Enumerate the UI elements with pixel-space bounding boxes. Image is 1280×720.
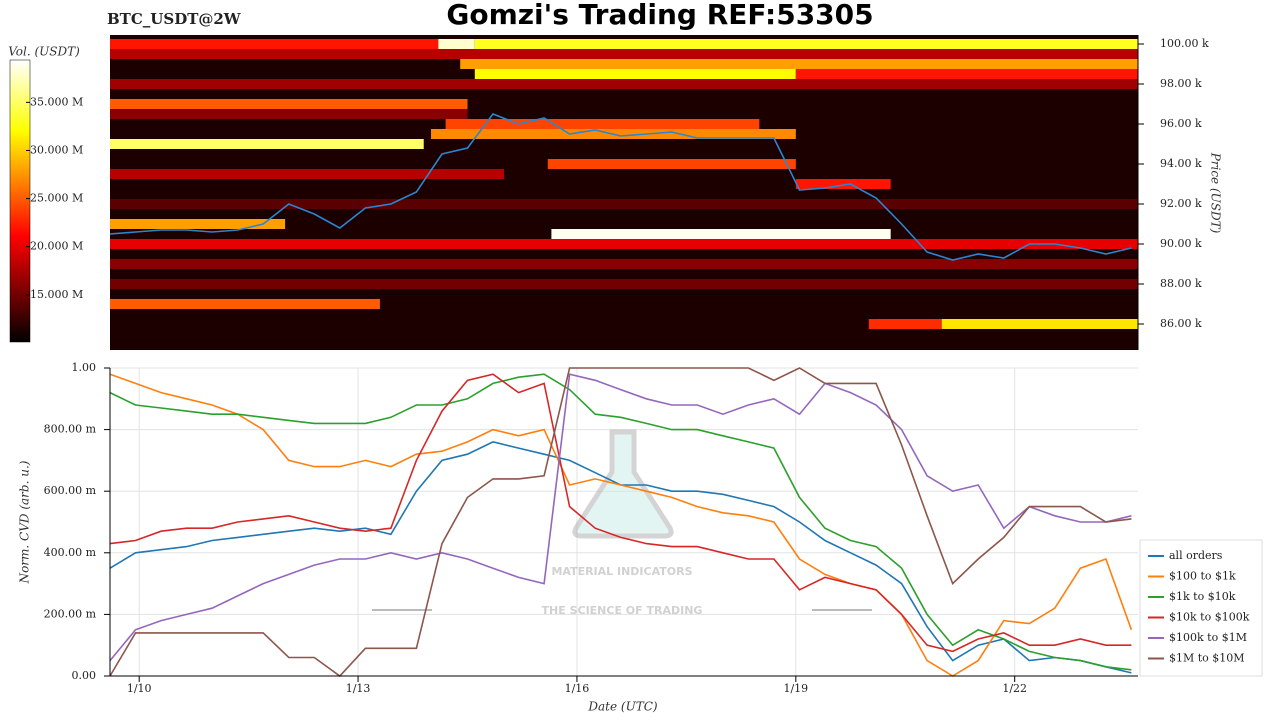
y-tick-label: 0.00 [72, 669, 97, 682]
heat-band [110, 279, 1138, 289]
heat-band [110, 299, 380, 309]
x-tick-label: 1/22 [1002, 682, 1027, 695]
cvd-line [109, 367, 1132, 678]
heat-band [110, 139, 424, 149]
x-tick-label: 1/13 [346, 682, 371, 695]
colorbar-tick-label: 20.000 M [30, 240, 83, 253]
heat-band [547, 159, 796, 169]
y-axis-label: Price (USDT) [1209, 152, 1223, 234]
colorbar-label: Vol. (USDT) [8, 45, 80, 59]
y-tick-label: 94.00 k [1160, 157, 1202, 170]
y-tick-label: 100.00 k [1160, 37, 1209, 50]
cvd-line [109, 373, 1132, 671]
colorbar-tick-label: 25.000 M [30, 192, 83, 205]
watermark-flask [572, 429, 674, 539]
y-axis-label: Norm. CVD (arb. u.) [18, 460, 32, 584]
y-tick-label: 98.00 k [1160, 77, 1202, 90]
heat-band [474, 39, 1138, 49]
x-axis-label: Date (UTC) [587, 700, 657, 714]
y-tick-label: 92.00 k [1160, 197, 1202, 210]
heat-band [460, 59, 1138, 69]
colorbar-tick-label: 35.000 M [30, 95, 83, 108]
heat-band [110, 219, 286, 229]
heat-band [110, 169, 504, 179]
x-tick-label: 1/10 [127, 682, 152, 695]
colorbar [9, 59, 31, 343]
heat-band [110, 239, 1138, 249]
heat-band [445, 119, 760, 129]
heat-band [795, 179, 891, 189]
legend-label: all orders [1169, 549, 1223, 562]
cvd-line [109, 373, 1132, 662]
x-tick-label: 1/16 [565, 682, 590, 695]
colorbar-tick-label: 30.000 M [30, 143, 83, 156]
x-tick-label: 1/19 [783, 682, 808, 695]
y-tick-label: 400.00 m [44, 546, 97, 559]
heat-band [110, 109, 468, 119]
heat-band [110, 259, 1138, 269]
cvd-line [109, 373, 1133, 677]
legend [1139, 539, 1263, 677]
watermark: MATERIAL INDICATORS THE SCIENCE OF TRADI… [372, 429, 872, 617]
y-tick-label: 90.00 k [1160, 237, 1202, 250]
price-line [109, 113, 1132, 261]
cvd-line [109, 373, 1132, 653]
y-tick-label: 86.00 k [1160, 317, 1202, 330]
heat-band [110, 39, 439, 49]
heat-band [551, 229, 891, 239]
page-title: Gomzi's Trading REF:53305 [446, 0, 873, 31]
legend-label: $10k to $100k [1169, 611, 1250, 624]
heat-band [438, 39, 475, 49]
legend-label: $100k to $1M [1169, 631, 1247, 644]
watermark-tagline: THE SCIENCE OF TRADING [542, 604, 703, 617]
heat-band [110, 99, 468, 109]
watermark-brand: MATERIAL INDICATORS [551, 565, 692, 578]
y-tick-label: 600.00 m [44, 484, 97, 497]
heatmap-title: BTC_USDT@2W [107, 10, 242, 28]
y-tick-label: 200.00 m [44, 607, 97, 620]
legend-label: $100 to $1k [1169, 570, 1236, 583]
legend-label: $1k to $10k [1169, 590, 1236, 603]
heat-band [110, 79, 1138, 89]
heat-band [110, 199, 1138, 209]
y-tick-label: 88.00 k [1160, 277, 1202, 290]
heat-band [868, 319, 942, 329]
colorbar-tick-label: 15.000 M [30, 288, 83, 301]
heat-band [110, 49, 1138, 59]
heat-band [941, 319, 1138, 329]
y-tick-label: 96.00 k [1160, 117, 1202, 130]
heat-band [474, 69, 796, 79]
legend-label: $1M to $10M [1169, 652, 1245, 665]
heat-band [795, 69, 1138, 79]
y-tick-label: 800.00 m [44, 423, 97, 436]
y-tick-label: 1.00 [72, 361, 97, 374]
